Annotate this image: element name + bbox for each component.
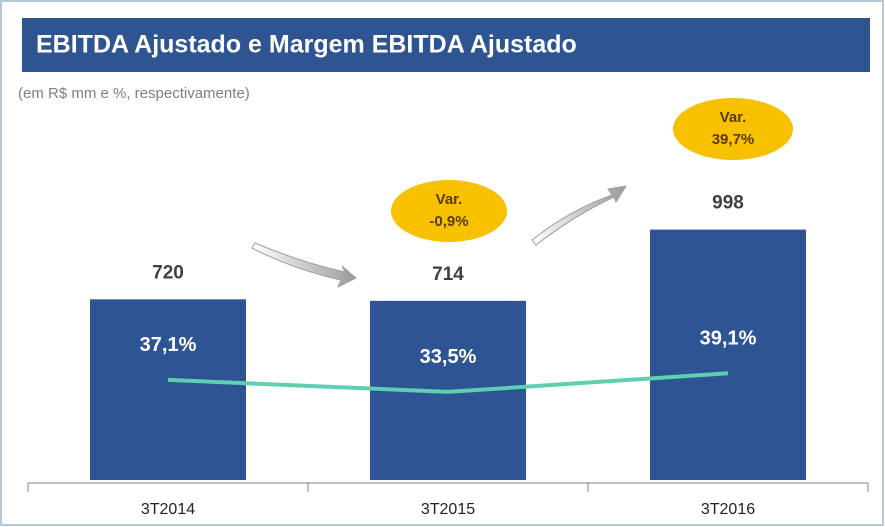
annotation: Var.: [436, 191, 463, 208]
annotation: 39,7%: [712, 131, 755, 148]
x-tick-label: 3T2016: [701, 501, 755, 518]
arrow: [531, 185, 628, 246]
variation-bubble: [391, 180, 507, 242]
variation-bubble: [673, 98, 793, 160]
annotation: Var.: [720, 109, 747, 126]
bar-value-label: 720: [152, 262, 184, 283]
bar-value-label: 998: [712, 193, 744, 214]
chart-subtitle: (em R$ mm e %, respectivamente): [18, 85, 250, 102]
bar: [650, 229, 806, 480]
bar-value-label: 714: [432, 264, 464, 285]
line-value-label: 37,1%: [140, 334, 197, 356]
x-tick-label: 3T2015: [421, 501, 475, 518]
line: [167, 371, 729, 394]
annotation: -0,9%: [429, 213, 468, 230]
bar: [90, 299, 246, 480]
line-value-label: 33,5%: [420, 346, 477, 368]
x-tick-label: 3T2014: [141, 501, 195, 518]
arrow: [251, 242, 357, 289]
line-value-label: 39,1%: [700, 328, 757, 350]
title-bar: [22, 18, 870, 72]
chart-title: EBITDA Ajustado e Margem EBITDA Ajustado: [36, 31, 577, 59]
